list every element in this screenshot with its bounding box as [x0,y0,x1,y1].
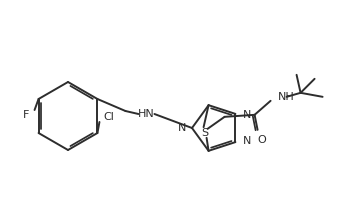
Text: N: N [243,136,251,146]
Text: N: N [178,123,186,133]
Text: F: F [23,110,29,120]
Text: N: N [243,110,251,120]
Text: S: S [201,128,208,138]
Text: O: O [257,135,266,145]
Text: HN: HN [138,109,155,119]
Text: Cl: Cl [104,112,114,122]
Text: NH: NH [278,92,294,102]
